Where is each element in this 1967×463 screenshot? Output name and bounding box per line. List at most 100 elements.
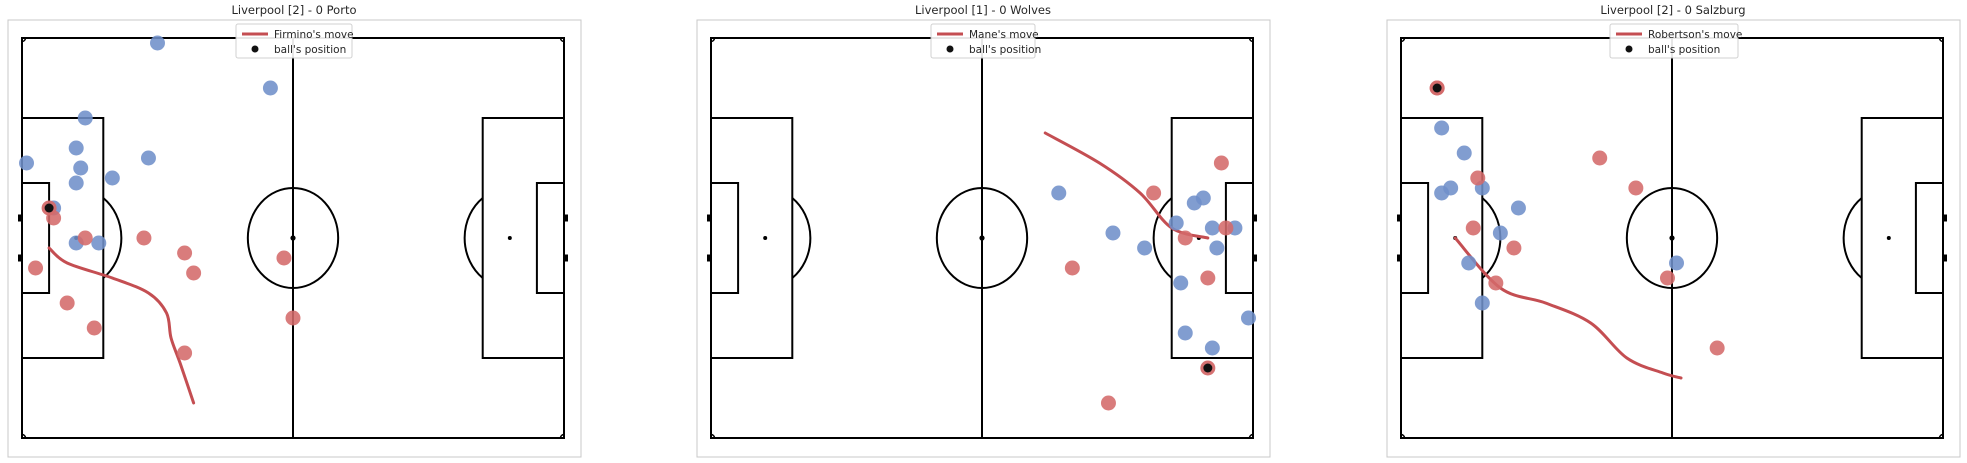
corner-arc <box>710 37 716 43</box>
centre-spot <box>1669 235 1675 241</box>
legend: Mane's move ball's position <box>930 23 1041 59</box>
penalty-arc-left <box>791 197 812 279</box>
corner-arc <box>559 37 565 43</box>
away-player-marker <box>1173 275 1189 291</box>
goal-post-right <box>1942 214 1947 222</box>
goal-post-right <box>1942 254 1947 262</box>
home-player-marker <box>1659 270 1675 286</box>
home-player-marker <box>1470 170 1486 186</box>
corner-arc <box>710 433 716 439</box>
goal-post-right <box>563 214 568 222</box>
corner-arc <box>1248 433 1254 439</box>
player-layer <box>1051 155 1256 411</box>
goal-post-left <box>707 254 712 262</box>
home-player-marker <box>276 250 292 266</box>
ball-marker <box>1203 363 1213 373</box>
legend-ball-label: ball's position <box>274 44 346 56</box>
home-player-marker <box>1213 155 1229 171</box>
penalty-spot-left <box>763 236 768 240</box>
goal-area-right <box>1914 182 1945 294</box>
corner-arc <box>1248 37 1254 43</box>
away-player-marker <box>1209 240 1225 256</box>
goal-area-right <box>535 182 566 294</box>
away-player-marker <box>1204 220 1220 236</box>
home-player-marker <box>1592 150 1608 166</box>
penalty-spot-right <box>1886 236 1891 240</box>
away-player-marker <box>1510 200 1526 216</box>
home-player-marker <box>1146 185 1162 201</box>
home-player-marker <box>1177 230 1193 246</box>
corner-arc <box>559 433 565 439</box>
away-player-marker <box>104 170 120 186</box>
legend-ball-swatch <box>1625 45 1633 53</box>
panel-title: Liverpool [1] - 0 Wolves <box>915 3 1051 17</box>
away-player-marker <box>19 155 35 171</box>
home-player-marker <box>136 230 152 246</box>
away-player-marker <box>262 80 278 96</box>
penalty-arc-left <box>102 197 123 279</box>
penalty-arc-right <box>1842 197 1863 279</box>
home-player-marker <box>285 310 301 326</box>
legend-move-label: Mane's move <box>969 29 1039 41</box>
away-player-marker <box>68 175 84 191</box>
move-layer <box>47 246 196 405</box>
legend-ball-swatch <box>251 45 259 53</box>
home-player-marker <box>1628 180 1644 196</box>
home-player-marker <box>1064 260 1080 276</box>
home-player-marker <box>59 295 75 311</box>
home-player-marker <box>1465 220 1481 236</box>
away-player-marker <box>91 235 107 251</box>
centre-circle <box>246 187 340 289</box>
home-player-marker <box>186 265 202 281</box>
away-player-marker <box>1204 340 1220 356</box>
ball-marker <box>1432 83 1442 93</box>
corner-arc <box>1400 37 1406 43</box>
home-player-marker <box>177 345 193 361</box>
goal-area-left <box>1400 182 1430 294</box>
goal-post-left <box>1397 254 1402 262</box>
home-player-marker <box>86 320 102 336</box>
away-player-marker <box>140 150 156 166</box>
goal-post-right <box>563 254 568 262</box>
away-player-marker <box>1240 310 1256 326</box>
centre-circle <box>935 187 1029 289</box>
pitch-panel: Liverpool [2] - 0 Porto Firmino's move b… <box>7 3 582 458</box>
away-player-marker <box>77 110 93 126</box>
away-player-marker <box>1492 225 1508 241</box>
corner-arc <box>1400 433 1406 439</box>
home-player-marker <box>77 230 93 246</box>
goal-post-right <box>1252 214 1257 222</box>
player-layer <box>1429 80 1725 356</box>
penalty-arc-right <box>463 197 484 279</box>
away-player-marker <box>1474 295 1490 311</box>
home-player-marker <box>177 245 193 261</box>
panel-title: Liverpool [2] - 0 Salzburg <box>1600 3 1745 17</box>
away-player-marker <box>68 140 84 156</box>
away-player-marker <box>1434 120 1450 136</box>
legend-ball-label: ball's position <box>1648 44 1720 56</box>
legend-move-label: Robertson's move <box>1648 29 1742 41</box>
player-layer <box>19 35 301 361</box>
away-player-marker <box>1051 185 1067 201</box>
home-player-marker <box>1218 220 1234 236</box>
move-path <box>47 246 196 405</box>
pitch-panel: Liverpool [1] - 0 Wolves Mane's move bal… <box>696 3 1271 458</box>
penalty-spot-right <box>507 236 512 240</box>
goal-area-left <box>21 182 51 294</box>
goal-post-left <box>1397 214 1402 222</box>
home-player-marker <box>28 260 44 276</box>
home-player-marker <box>1200 270 1216 286</box>
legend-move-label: Firmino's move <box>274 29 354 41</box>
away-player-marker <box>73 160 89 176</box>
corner-arc <box>21 433 27 439</box>
away-player-marker <box>1456 145 1472 161</box>
centre-circle <box>1625 187 1719 289</box>
away-player-marker <box>1195 190 1211 206</box>
goal-post-left <box>18 214 23 222</box>
home-player-marker <box>1709 340 1725 356</box>
away-player-marker <box>1434 185 1450 201</box>
goal-post-left <box>707 214 712 222</box>
legend-ball-label: ball's position <box>969 44 1041 56</box>
pitch-panel: Liverpool [2] - 0 Salzburg Robertson's m… <box>1386 3 1961 458</box>
